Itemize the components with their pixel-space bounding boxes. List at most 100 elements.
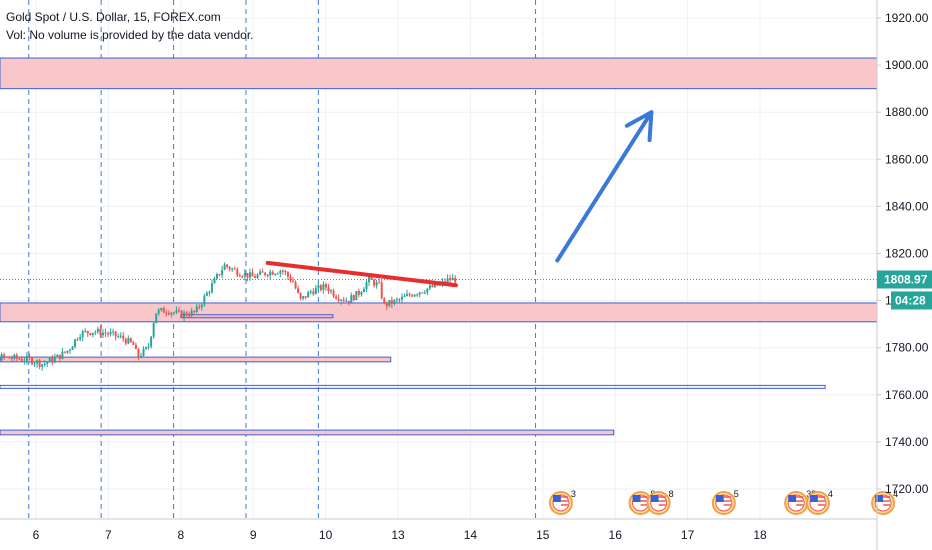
candle-body — [276, 273, 279, 275]
candle-body — [400, 296, 403, 300]
candle-body — [431, 285, 434, 288]
price-zone[interactable] — [0, 57, 878, 90]
symbol-title[interactable]: Gold Spot / U.S. Dollar, 15, FOREX.com — [6, 10, 221, 24]
candle-body — [74, 339, 77, 347]
candle-body — [84, 330, 87, 332]
flag-canton — [788, 495, 797, 502]
price-tick-label: 1860.00 — [885, 152, 929, 166]
candle-body — [362, 289, 365, 293]
candle-body — [218, 274, 221, 276]
candle-body — [395, 299, 398, 301]
candle-body — [200, 304, 203, 308]
candle-body — [370, 276, 373, 280]
candle-body — [228, 266, 231, 270]
us-event-flag-icon[interactable]: 38 — [784, 489, 816, 515]
candle-body — [360, 292, 363, 295]
candle-body — [292, 280, 295, 283]
price-zone[interactable] — [0, 356, 392, 363]
candle-body — [23, 360, 26, 362]
candle-body — [352, 295, 355, 300]
candle-body — [446, 278, 449, 283]
candle-body — [411, 295, 414, 297]
price-tick-label: 1740.00 — [885, 435, 929, 449]
candle-body — [167, 312, 170, 315]
candle-body — [243, 273, 246, 277]
candle-body — [390, 300, 393, 304]
candle-body — [205, 292, 208, 296]
candle-body — [337, 298, 340, 301]
candle-body — [152, 323, 155, 337]
candle-body — [183, 312, 186, 318]
drawing-tools[interactable] — [265, 110, 654, 288]
candle-body — [157, 309, 160, 314]
event-count-label: 4 — [828, 489, 833, 499]
candle-body — [426, 288, 429, 293]
candle-body — [345, 300, 348, 302]
candle-body — [134, 344, 137, 349]
us-event-flag-icon[interactable]: 4 — [871, 489, 898, 515]
candle-body — [0, 354, 3, 361]
event-count-label: 3 — [571, 489, 576, 499]
flag-canton — [715, 495, 724, 502]
candle-body — [127, 338, 130, 344]
candle-body — [89, 333, 92, 335]
candle-body — [15, 354, 18, 359]
candle-body — [231, 268, 234, 270]
candle-body — [160, 308, 163, 310]
support-resistance-zones[interactable] — [0, 57, 878, 436]
price-zone[interactable] — [0, 384, 826, 389]
candle-body — [223, 264, 226, 270]
candle-body — [406, 294, 409, 297]
candle-body — [38, 360, 41, 367]
candle-body — [132, 342, 135, 345]
candle-body — [332, 290, 335, 297]
candle-body — [340, 299, 343, 301]
time-axis[interactable]: 6 7 8 9 10 13 14 15 16 17 18 — [0, 518, 877, 542]
candle-body — [408, 294, 411, 296]
us-event-flag-icon[interactable]: 4 — [805, 489, 833, 515]
candle-body — [162, 308, 165, 313]
candle-body — [129, 338, 132, 343]
candle-body — [383, 298, 386, 303]
candle-body — [150, 336, 153, 347]
candle-body — [104, 332, 107, 334]
candle-body — [418, 292, 421, 295]
projection-arrow[interactable] — [555, 110, 654, 263]
candle-body — [58, 354, 61, 359]
us-event-flag-icon[interactable]: 8 — [646, 489, 674, 515]
candle-body — [246, 273, 249, 278]
candle-body — [5, 356, 8, 358]
candle-countdown-label: 04:28 — [895, 293, 926, 307]
candle-body — [145, 347, 148, 349]
candle-body — [99, 328, 102, 336]
us-event-flag-icon[interactable]: 5 — [711, 489, 739, 515]
candle-body — [66, 350, 69, 353]
price-zone[interactable] — [0, 302, 878, 323]
price-axis[interactable]: 1720.001740.001760.001780.001800.001820.… — [876, 0, 932, 550]
candle-body — [233, 268, 236, 270]
price-zone[interactable] — [180, 314, 334, 319]
candle-body — [188, 315, 191, 317]
candle-body — [41, 364, 44, 367]
candle-body — [264, 272, 267, 276]
event-count-label: 5 — [734, 489, 739, 499]
candle-body — [213, 278, 216, 284]
candle-body — [180, 310, 183, 318]
price-zone[interactable] — [0, 429, 615, 436]
candle-body — [137, 348, 140, 358]
price-tick-label: 1720.00 — [885, 482, 929, 496]
candle-body — [124, 338, 127, 344]
us-event-flag-icon[interactable]: 3 — [548, 489, 576, 515]
candle-body — [266, 275, 269, 277]
candle-body — [210, 283, 213, 293]
resistance-trendline[interactable] — [265, 260, 458, 288]
candle-body — [454, 277, 457, 283]
candle-body — [190, 310, 193, 316]
candle-body — [53, 357, 56, 363]
candle-body — [155, 313, 158, 324]
volume-note: Vol: No volume is provided by the data v… — [6, 28, 254, 42]
candle-body — [254, 276, 257, 278]
economic-events[interactable]: 39853844 — [548, 489, 898, 515]
